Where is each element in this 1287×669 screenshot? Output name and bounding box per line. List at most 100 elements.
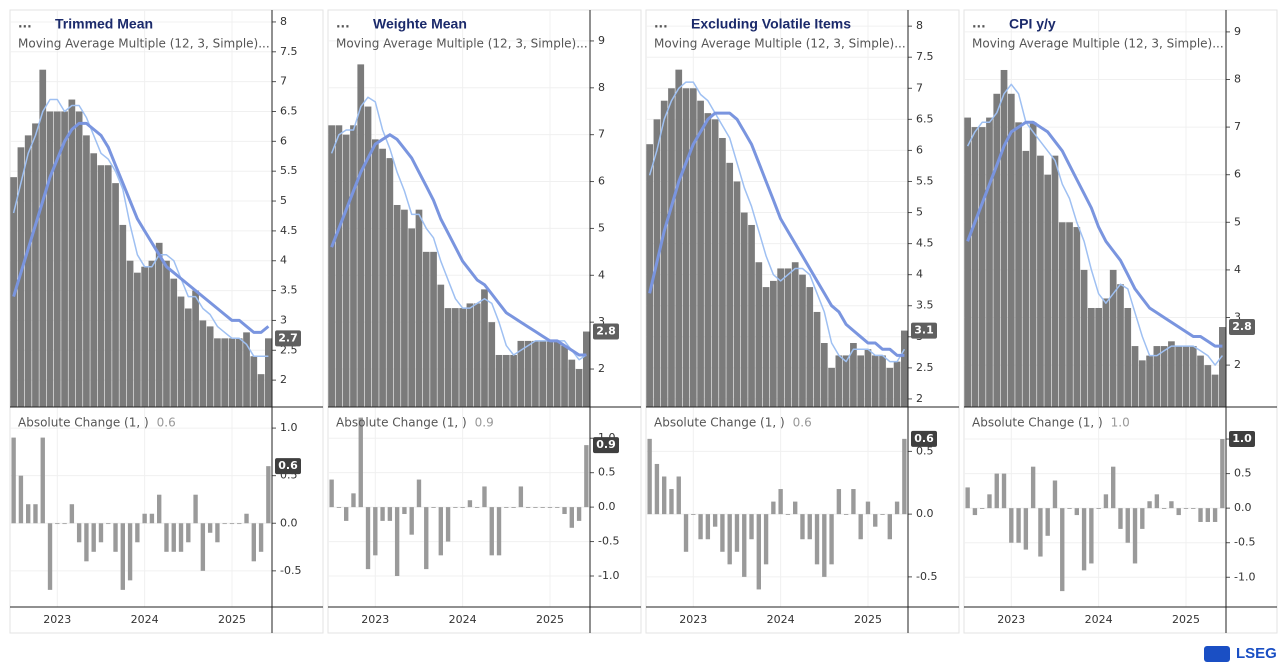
bar [971, 127, 979, 408]
bar [813, 311, 821, 407]
change-bar [1089, 508, 1094, 564]
bar [784, 268, 792, 407]
bar [1117, 284, 1124, 407]
bar [864, 349, 872, 407]
change-bar [1038, 508, 1043, 557]
change-bar [843, 514, 849, 515]
change-bar [1045, 508, 1050, 536]
bar [481, 289, 488, 407]
y-tick-label: 5 [598, 221, 605, 234]
chart-subtitle: Moving Average Multiple (12, 3, Simple).… [336, 37, 588, 51]
last-change-label: 1.0 [1232, 432, 1252, 445]
bar [1015, 122, 1022, 408]
bar [250, 356, 258, 407]
change-bar [1132, 508, 1138, 564]
bar [408, 228, 416, 407]
change-bar [1212, 508, 1218, 522]
bar [893, 361, 901, 407]
bar [510, 354, 517, 407]
change-bar [329, 479, 334, 508]
bar [583, 331, 590, 407]
y-tick-label: 7 [598, 128, 605, 141]
y-tick-label: 4 [1234, 263, 1241, 276]
bar [682, 88, 690, 408]
change-bar [865, 501, 871, 515]
bar [704, 113, 712, 407]
change-bar [980, 508, 985, 509]
bar [539, 340, 547, 407]
bar [1088, 307, 1095, 407]
bar [134, 272, 141, 407]
last-value-label: 3.1 [914, 324, 934, 337]
x-tick-label: 2024 [131, 613, 159, 626]
change-bar [785, 514, 791, 515]
change-bar [569, 507, 574, 528]
bar [770, 280, 777, 407]
y-tick-label: 7.5 [280, 45, 298, 58]
bar [502, 354, 510, 407]
change-bar [555, 507, 560, 508]
bar [444, 308, 452, 407]
change-bar [91, 523, 96, 552]
bar [235, 338, 243, 407]
change-bar [76, 523, 82, 543]
change-bar [394, 507, 400, 577]
change-bar [11, 437, 16, 524]
change-bar [222, 523, 227, 525]
bar [964, 117, 971, 408]
last-change-label: 0.9 [596, 438, 616, 451]
change-title: Absolute Change (1, ) [654, 416, 785, 430]
change-bar [965, 487, 970, 509]
y-tick-label: 9 [598, 34, 605, 47]
chart-title: Weighte Mean [373, 16, 467, 32]
moving-average-line [330, 96, 587, 361]
change-bar [215, 523, 220, 543]
last-value-badge [911, 322, 937, 339]
bar [32, 123, 39, 407]
bar [978, 127, 986, 408]
change-bar [258, 523, 264, 552]
moving-average-line [330, 133, 587, 357]
change-bar [1096, 508, 1101, 509]
bar [835, 355, 843, 407]
panel-frame [327, 9, 642, 634]
y-tick-label: 5 [916, 206, 923, 219]
bar [39, 69, 47, 407]
bar [1058, 222, 1066, 407]
y-tick-label: 9 [1234, 25, 1241, 38]
change-bar [266, 466, 271, 524]
change-bar [972, 508, 978, 516]
change-current-value: 0.6 [157, 416, 176, 430]
bar [1211, 374, 1219, 407]
bar [422, 251, 430, 407]
last-change-badge [593, 437, 619, 454]
bar [1124, 307, 1132, 407]
bar [257, 374, 265, 407]
change-bar [120, 523, 125, 590]
y-tick-label: 5 [1234, 215, 1241, 228]
change-bar [562, 507, 567, 515]
bar [328, 125, 335, 408]
change-bar [157, 494, 162, 524]
change-bar [193, 494, 198, 524]
y-tick-label: 4 [598, 268, 605, 281]
change-bar [742, 514, 747, 577]
change-bar [351, 493, 356, 508]
chart-subtitle: Moving Average Multiple (12, 3, Simple).… [972, 37, 1224, 51]
change-current-value: 0.9 [475, 416, 494, 430]
x-tick-label: 2024 [449, 613, 477, 626]
bar [199, 320, 207, 407]
bar [452, 308, 459, 407]
bar [668, 88, 675, 408]
y-tick-label: 3 [1234, 311, 1241, 324]
bar [575, 369, 583, 407]
bar [1109, 269, 1117, 407]
change-bar [40, 437, 45, 524]
change-bar [511, 507, 516, 508]
bar [1066, 222, 1073, 407]
logo-text: LSEG [1236, 645, 1277, 662]
panel-frame [9, 9, 324, 634]
menu-dots: ... [972, 17, 986, 31]
change-current-value: 1.0 [1111, 416, 1130, 430]
